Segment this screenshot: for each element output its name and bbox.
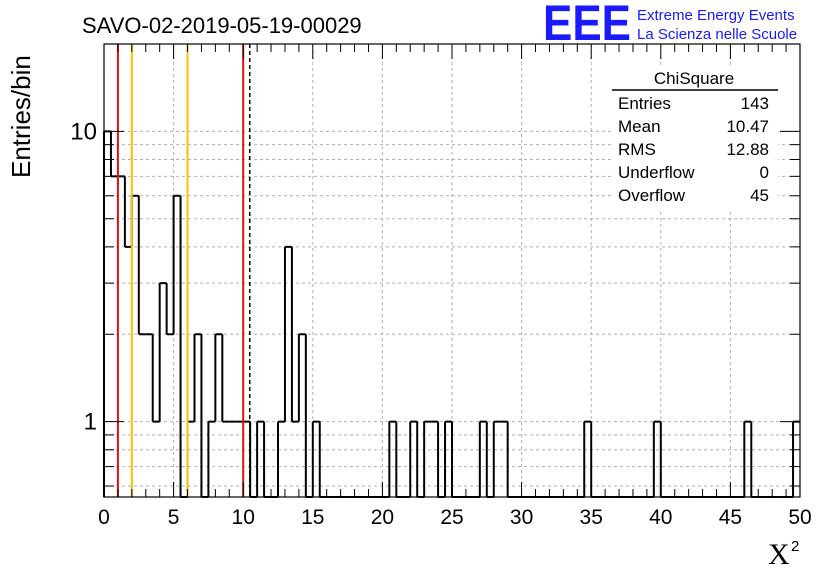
x-tick-label: 5	[168, 506, 180, 529]
stats-row-label: Entries	[618, 94, 671, 113]
x-axis-label-base: X	[768, 538, 790, 571]
y-axis-label: Entries/bin	[6, 55, 36, 178]
stats-row-value: 10.47	[726, 117, 769, 136]
logo-mark: EEE	[543, 0, 631, 51]
stats-row-value: 12.88	[726, 140, 769, 159]
logo-line-2: La Scienza nelle Scuole	[637, 26, 797, 43]
x-tick-label: 30	[510, 506, 533, 529]
stats-row-label: RMS	[618, 140, 656, 159]
stats-row-label: Overflow	[618, 186, 686, 205]
y-tick-label: 1	[84, 409, 97, 436]
stats-row-value: 143	[741, 94, 769, 113]
x-tick-label: 20	[371, 506, 394, 529]
chart-title: SAVO-02-2019-05-19-00029	[82, 13, 362, 38]
x-tick-label: 0	[98, 506, 110, 529]
stats-row-value: 0	[760, 163, 769, 182]
axis-ticks: 0 5 10 15 20 25 30 35 40 45 50 1 10	[70, 43, 812, 529]
y-tick-label: 10	[70, 118, 97, 145]
stats-row-value: 45	[750, 186, 769, 205]
x-axis-label: X 2	[768, 538, 799, 571]
stats-row-label: Underflow	[618, 163, 695, 182]
reference-lines	[116, 44, 251, 497]
x-tick-label: 10	[232, 506, 255, 529]
logo-line-1: Extreme Energy Events	[637, 7, 795, 24]
stats-box: ChiSquare Entries 143 Mean 10.47 RMS 12.88 Und…	[612, 66, 778, 212]
x-axis-label-superscript: 2	[791, 538, 799, 555]
stats-row-label: Mean	[618, 117, 661, 136]
stats-box-title: ChiSquare	[654, 69, 734, 88]
x-tick-label: 45	[719, 506, 742, 529]
eee-logo: EEE Extreme Energy Events La Scienza nel…	[543, 0, 797, 51]
x-tick-label: 25	[440, 506, 463, 529]
x-tick-label: 40	[649, 506, 672, 529]
x-tick-label: 15	[301, 506, 324, 529]
x-tick-label: 35	[580, 506, 603, 529]
x-tick-label: 50	[788, 506, 811, 529]
